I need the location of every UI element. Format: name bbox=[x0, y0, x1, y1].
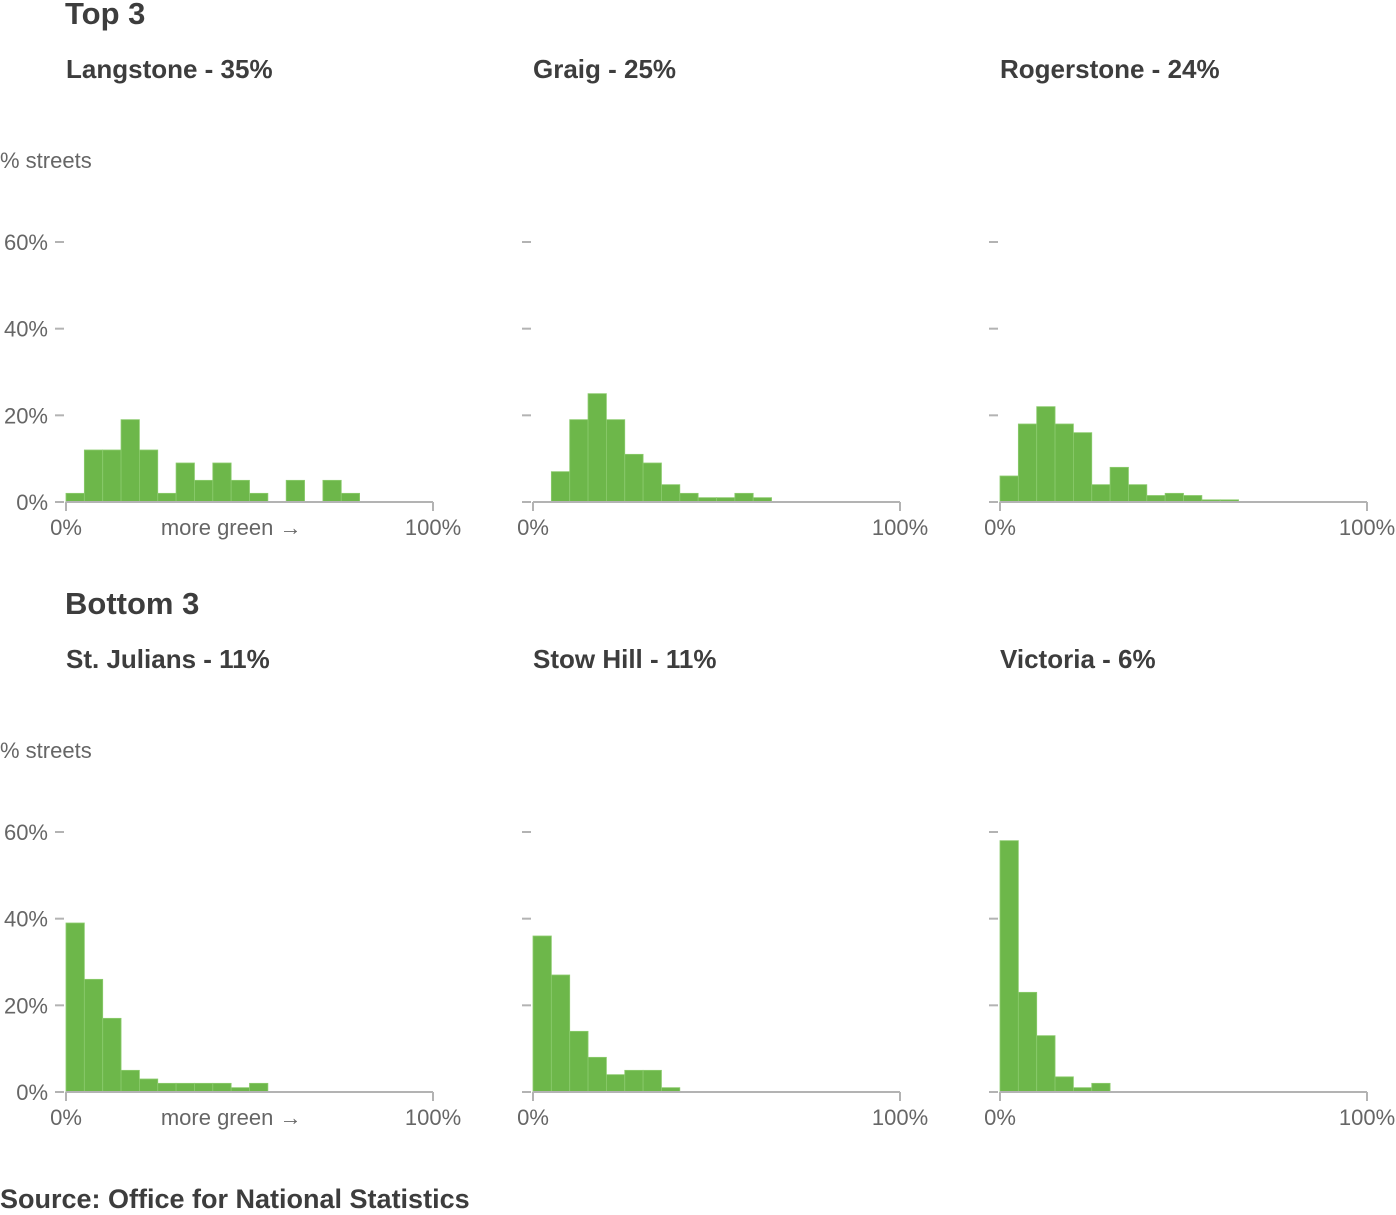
histogram-bar bbox=[661, 484, 681, 503]
y-tick-label: 40% bbox=[4, 907, 48, 932]
histogram-bar bbox=[999, 840, 1019, 1093]
histogram-bar bbox=[212, 462, 232, 503]
histogram-bar bbox=[138, 449, 159, 503]
histogram-bar bbox=[1109, 466, 1129, 503]
histogram-bar bbox=[83, 978, 104, 1093]
histogram-bar bbox=[194, 479, 214, 503]
histogram-bar bbox=[1054, 1076, 1074, 1093]
histogram-bar bbox=[550, 471, 571, 503]
histogram-bar bbox=[102, 449, 122, 503]
histogram-bar bbox=[175, 1082, 195, 1093]
y-tick-label: 60% bbox=[4, 820, 48, 845]
histogram-bar bbox=[120, 419, 140, 503]
histogram-bar bbox=[249, 1082, 269, 1093]
x-tick-label: 0% bbox=[984, 515, 1016, 540]
x-tick-label: 0% bbox=[517, 515, 549, 540]
x-tick-label: 100% bbox=[405, 515, 461, 540]
source-note: Source: Office for National Statistics bbox=[0, 1184, 470, 1214]
histogram-bar bbox=[642, 1069, 662, 1093]
histogram-bar bbox=[340, 492, 361, 503]
x-tick-label: 0% bbox=[50, 515, 82, 540]
x-axis-annotation: more green → bbox=[161, 1105, 302, 1130]
histogram-bar bbox=[999, 475, 1019, 503]
histogram-bar bbox=[624, 453, 644, 503]
x-tick-label: 0% bbox=[517, 1105, 549, 1130]
panel-title: Stow Hill - 11% bbox=[533, 644, 717, 674]
histogram-bar bbox=[679, 492, 699, 503]
x-tick-label: 100% bbox=[872, 515, 928, 540]
x-tick-label: 100% bbox=[872, 1105, 928, 1130]
histogram-bar bbox=[230, 479, 250, 503]
y-tick-label: 60% bbox=[4, 230, 48, 255]
panel-title: Rogerstone - 24% bbox=[1000, 54, 1220, 84]
histogram-bar bbox=[175, 462, 195, 503]
panel-title: Langstone - 35% bbox=[66, 54, 273, 84]
panel-title: Victoria - 6% bbox=[1000, 644, 1156, 674]
histogram-bar bbox=[1017, 991, 1038, 1093]
y-axis-label: % streets bbox=[0, 738, 92, 763]
histogram-bar bbox=[587, 393, 607, 503]
y-tick-label: 0% bbox=[16, 490, 48, 515]
histogram-bar bbox=[606, 1074, 626, 1093]
section-title-top: Top 3 bbox=[65, 0, 146, 31]
x-tick-label: 100% bbox=[405, 1105, 461, 1130]
x-tick-label: 100% bbox=[1339, 515, 1395, 540]
histogram-bar bbox=[65, 922, 85, 1093]
histogram-bar bbox=[1164, 492, 1184, 503]
histogram-bar bbox=[587, 1056, 607, 1093]
x-tick-label: 0% bbox=[984, 1105, 1016, 1130]
section-title-bottom: Bottom 3 bbox=[65, 586, 200, 621]
histogram-bar bbox=[569, 419, 589, 503]
x-tick-label: 100% bbox=[1339, 1105, 1395, 1130]
histogram-bar bbox=[1073, 432, 1093, 503]
x-tick-label: 0% bbox=[50, 1105, 82, 1130]
panel-title: St. Julians - 11% bbox=[66, 644, 270, 674]
histogram-bar bbox=[550, 974, 571, 1093]
histogram-bar bbox=[569, 1030, 589, 1093]
histogram-bar bbox=[734, 492, 754, 503]
histogram-bar bbox=[194, 1082, 214, 1093]
histogram-bar bbox=[1017, 423, 1038, 503]
histogram-bar bbox=[606, 419, 626, 503]
histogram-bar bbox=[624, 1069, 644, 1093]
histogram-bar bbox=[1091, 1082, 1111, 1093]
x-axis-annotation: more green → bbox=[161, 515, 302, 540]
histogram-bar bbox=[285, 479, 305, 503]
histogram-bar bbox=[138, 1078, 159, 1093]
histogram-bar bbox=[83, 449, 104, 503]
histogram-bar bbox=[1054, 423, 1074, 503]
histogram-bar bbox=[65, 492, 85, 503]
y-axis-label: % streets bbox=[0, 148, 92, 173]
histogram-bar bbox=[157, 492, 177, 503]
histogram-bar bbox=[1091, 484, 1111, 503]
histogram-bar bbox=[322, 479, 342, 503]
histogram-bar bbox=[1128, 484, 1148, 503]
histogram-bar bbox=[532, 935, 552, 1093]
y-tick-label: 0% bbox=[16, 1080, 48, 1105]
y-tick-label: 20% bbox=[4, 993, 48, 1018]
histogram-bar bbox=[249, 492, 269, 503]
y-tick-label: 40% bbox=[4, 317, 48, 342]
histogram-bar bbox=[1036, 1035, 1056, 1093]
panel-title: Graig - 25% bbox=[533, 54, 676, 84]
y-tick-label: 20% bbox=[4, 403, 48, 428]
histogram-bar bbox=[642, 462, 662, 503]
histogram-bar bbox=[102, 1017, 122, 1093]
histogram-bar bbox=[120, 1069, 140, 1093]
histogram-bar bbox=[212, 1082, 232, 1093]
histogram-bar bbox=[157, 1082, 177, 1093]
histogram-bar bbox=[1036, 406, 1056, 503]
